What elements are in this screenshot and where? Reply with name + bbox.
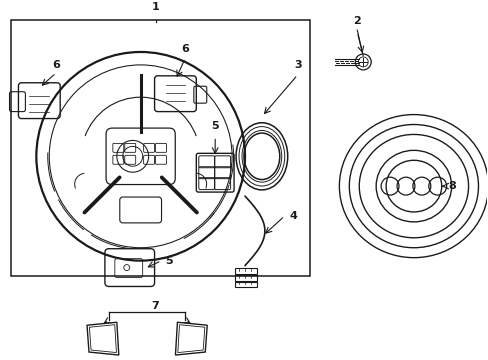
Text: 6: 6: [52, 60, 60, 70]
Text: 6: 6: [181, 44, 189, 54]
Text: 1: 1: [151, 2, 159, 12]
Text: 5: 5: [211, 121, 219, 131]
Text: 7: 7: [151, 301, 159, 311]
Bar: [12, 20, 309, 275]
Text: 3: 3: [293, 60, 301, 70]
Text: 2: 2: [353, 16, 361, 26]
Text: 5: 5: [165, 256, 173, 266]
Text: 4: 4: [289, 211, 297, 221]
Text: 8: 8: [448, 181, 455, 191]
